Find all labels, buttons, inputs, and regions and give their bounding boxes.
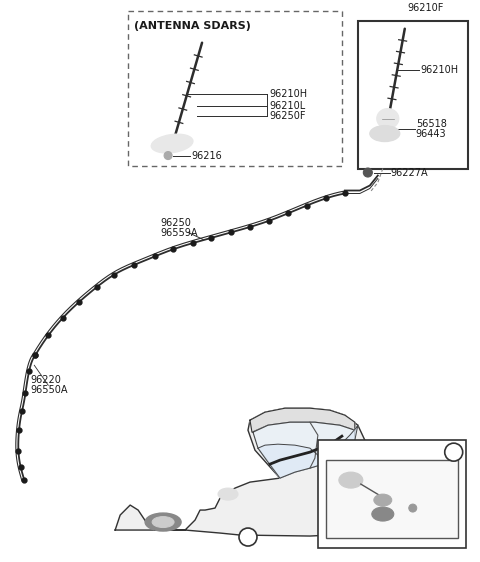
Ellipse shape bbox=[370, 125, 400, 142]
Ellipse shape bbox=[218, 488, 238, 500]
Text: 56518: 56518 bbox=[416, 119, 446, 129]
Ellipse shape bbox=[151, 134, 193, 153]
Text: 96210H: 96210H bbox=[269, 89, 307, 99]
Ellipse shape bbox=[330, 515, 366, 533]
Text: 96227A: 96227A bbox=[391, 167, 429, 178]
Bar bbox=[326, 460, 458, 538]
Ellipse shape bbox=[409, 504, 417, 512]
Ellipse shape bbox=[372, 507, 394, 521]
Ellipse shape bbox=[374, 494, 392, 506]
Ellipse shape bbox=[164, 152, 172, 160]
Ellipse shape bbox=[363, 168, 372, 177]
Text: 96559A: 96559A bbox=[160, 228, 198, 238]
Circle shape bbox=[239, 528, 257, 546]
Ellipse shape bbox=[337, 519, 359, 529]
Text: 96210L: 96210L bbox=[269, 101, 305, 111]
Ellipse shape bbox=[152, 516, 174, 528]
Bar bbox=[128, 11, 342, 166]
Text: 96550A: 96550A bbox=[30, 385, 68, 395]
Polygon shape bbox=[250, 408, 355, 432]
Circle shape bbox=[445, 443, 463, 461]
Text: a: a bbox=[450, 447, 457, 457]
Polygon shape bbox=[330, 425, 358, 460]
Text: a: a bbox=[244, 532, 252, 542]
Text: 96250: 96250 bbox=[160, 219, 191, 229]
Ellipse shape bbox=[339, 472, 363, 488]
Polygon shape bbox=[253, 422, 355, 478]
Text: 96220: 96220 bbox=[30, 375, 61, 385]
Polygon shape bbox=[258, 444, 320, 478]
Bar bbox=[358, 21, 468, 169]
Text: 96443: 96443 bbox=[416, 129, 446, 139]
Text: 96210H: 96210H bbox=[420, 65, 458, 75]
Text: (ANTENNA SDARS): (ANTENNA SDARS) bbox=[134, 21, 251, 31]
Text: 96250F: 96250F bbox=[269, 111, 306, 121]
Text: 96216: 96216 bbox=[191, 151, 222, 161]
Polygon shape bbox=[115, 408, 388, 536]
Ellipse shape bbox=[377, 108, 399, 129]
Text: 96210F: 96210F bbox=[408, 3, 444, 13]
Bar bbox=[318, 440, 466, 548]
Text: 95520A: 95520A bbox=[373, 450, 410, 460]
Ellipse shape bbox=[145, 513, 181, 531]
